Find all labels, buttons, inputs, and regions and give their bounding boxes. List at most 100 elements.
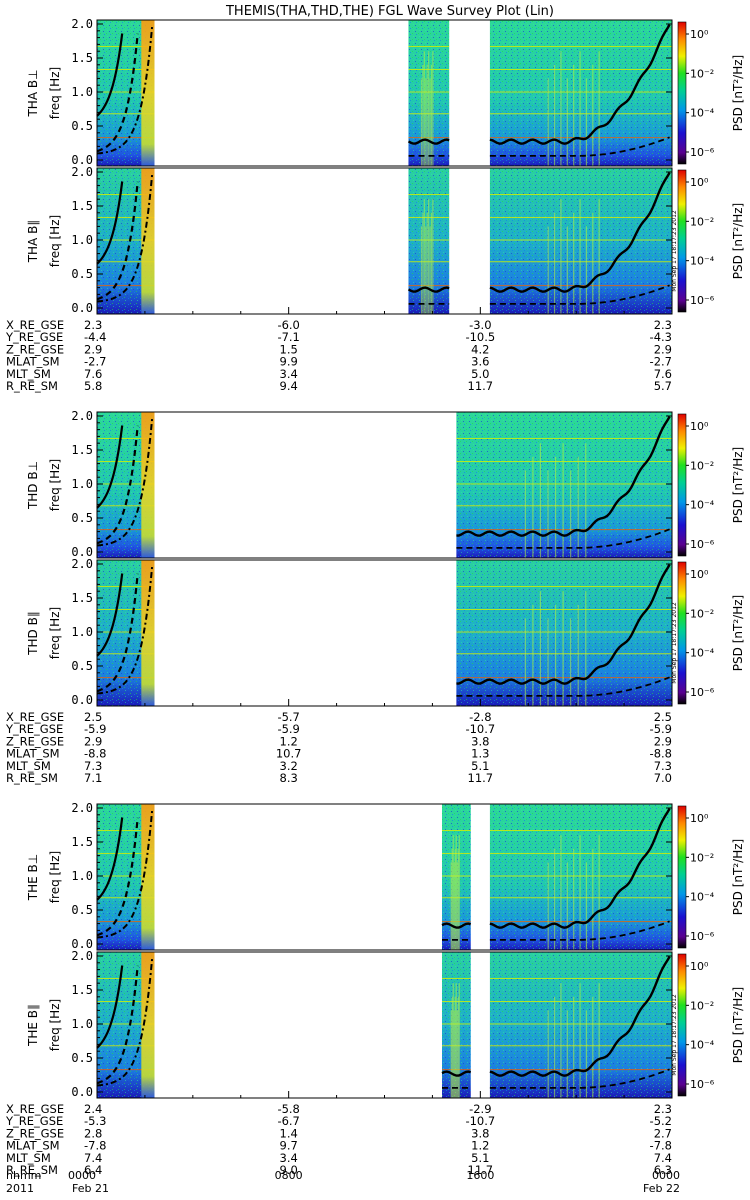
y-tick-label: 0.5 xyxy=(71,267,93,281)
y-tick-label: 0.5 xyxy=(71,1051,93,1065)
x-tick-label: 0000 xyxy=(68,1169,96,1182)
wave-activity-band xyxy=(141,20,155,166)
colorbar-label: PSD [nT²/Hz] xyxy=(731,447,745,523)
ephemeris-value: 9.9 xyxy=(280,355,298,369)
ephemeris-label: Z_RE_GSE xyxy=(6,734,64,748)
panel-label: THA B∥ xyxy=(26,220,40,264)
colorbar-tick-label: 10⁰ xyxy=(690,28,709,41)
ephemeris-label: X_RE_GSE xyxy=(6,710,64,724)
ephemeris-value: 2.9 xyxy=(84,734,102,748)
ephemeris-value: -8.8 xyxy=(84,747,106,761)
ephemeris-value: 1.2 xyxy=(280,734,298,748)
x-ticks-the xyxy=(96,1091,673,1098)
colorbar xyxy=(677,561,687,705)
ephemeris-value: 11.7 xyxy=(468,771,494,785)
ephemeris-value: -6.7 xyxy=(277,1114,299,1128)
ephemeris-value: 2.8 xyxy=(84,1126,102,1140)
ephemeris-value: -7.8 xyxy=(650,1139,672,1153)
ephemeris-value: -5.9 xyxy=(277,722,299,736)
colorbar-tick-label: 10⁻⁴ xyxy=(690,107,715,120)
y-tick-label: 1.0 xyxy=(71,85,93,99)
colorbar-tick-label: 10⁻⁶ xyxy=(690,1078,715,1091)
x-tick-label: 1600 xyxy=(466,1169,494,1182)
ephemeris-value: -5.9 xyxy=(650,722,672,736)
ephemeris-value: 11.7 xyxy=(468,379,494,393)
colorbar-tick-label: 10⁰ xyxy=(690,812,709,825)
ephemeris-value: 2.9 xyxy=(654,734,672,748)
ephemeris-label: X_RE_GSE xyxy=(6,318,64,332)
ephemeris-value: 1.4 xyxy=(280,1126,298,1140)
ephemeris-value: 6.3 xyxy=(654,1163,672,1177)
x-date-label: Feb 22 xyxy=(643,1182,680,1195)
colorbar xyxy=(677,953,687,1097)
ephemeris-label: MLT_SM xyxy=(6,759,51,773)
colorbar-label: PSD [nT²/Hz] xyxy=(731,55,745,131)
panel-frame xyxy=(96,803,673,951)
y-tick-label: 0.0 xyxy=(71,301,93,315)
ephemeris-value: -5.9 xyxy=(84,722,106,736)
ephemeris-label: R_RE_SM xyxy=(6,1163,58,1177)
colorbar-tick-label: 10⁰ xyxy=(690,568,709,581)
colorbar-tick-label: 10⁻⁶ xyxy=(690,686,715,699)
y-tick-label: 0.0 xyxy=(71,693,93,707)
ephemeris-value: 8.3 xyxy=(280,771,298,785)
wave-activity-band xyxy=(141,412,155,558)
colorbar xyxy=(677,169,687,313)
ephemeris-table-tha: X_RE_GSE 2.3 -6.0 -3.0 2.3 Y_RE_GSE -4.4 -7.1 -1… xyxy=(5,318,672,393)
wave-activity-band xyxy=(141,560,155,706)
ephemeris-label: R_RE_SM xyxy=(6,771,58,785)
colorbar-tick-label: 10⁻⁶ xyxy=(690,294,715,307)
cyclotron-frequency-curve xyxy=(489,955,671,1077)
ephemeris-label: X_RE_GSE xyxy=(6,1102,64,1116)
creation-timestamp: Mon Sep 17 18:17:23 2012 xyxy=(671,602,678,684)
ephemeris-value: -5.7 xyxy=(277,710,299,724)
y-tick-label: 1.5 xyxy=(71,51,93,65)
cyclotron-frequency-curve xyxy=(96,573,124,657)
cyclotron-frequency-curve xyxy=(489,920,670,941)
ephemeris-value: -2.8 xyxy=(469,710,491,724)
ephemeris-value: 9.7 xyxy=(280,1139,298,1153)
x-tick-label: 0000 xyxy=(652,1169,680,1182)
ephemeris-value: -8.8 xyxy=(650,747,672,761)
creation-timestamp: Mon Sep 17 18:17:23 2012 xyxy=(671,210,678,292)
colorbar-tick-label: 10⁻⁴ xyxy=(690,1039,715,1052)
colorbar xyxy=(677,413,687,557)
colorbar-tick-label: 10⁰ xyxy=(690,420,709,433)
y-tick-label: 2.0 xyxy=(71,949,93,963)
colorbar-tick-label: 10⁻⁴ xyxy=(690,647,715,660)
panel-label: THA B⊥ xyxy=(26,69,40,117)
y-tick-label: 1.5 xyxy=(71,443,93,457)
ephemeris-value: 7.4 xyxy=(84,1151,102,1165)
panel-frame xyxy=(96,411,673,559)
colorbar-tick-label: 10⁰ xyxy=(690,176,709,189)
colorbar-label: PSD [nT²/Hz] xyxy=(731,203,745,279)
y-axis-label: freq [Hz] xyxy=(48,215,62,267)
ephemeris-value: 7.3 xyxy=(84,759,102,773)
cyclotron-frequency-curve xyxy=(96,965,139,1085)
ephemeris-value: 11.7 xyxy=(468,1163,494,1177)
ephemeris-value: 2.5 xyxy=(84,710,102,724)
y-tick-label: 1.0 xyxy=(71,1017,93,1031)
ephemeris-label: MLAT_SM xyxy=(6,1139,60,1153)
ephemeris-value: 2.3 xyxy=(84,318,102,332)
ephemeris-value: 2.7 xyxy=(654,1126,672,1140)
ephemeris-value: -2.7 xyxy=(84,355,106,369)
probe-groups: 0.0 0.5 1.0 1.5 2.0 freq [Hz] THA B⊥ 10⁰ 10⁻² 10⁻… xyxy=(5,17,745,1177)
x-ticks-thd xyxy=(96,699,673,706)
ephemeris-value: -2.7 xyxy=(650,355,672,369)
y-tick-label: 1.5 xyxy=(71,983,93,997)
colorbar-tick-label: 10⁻² xyxy=(690,607,714,620)
colorbar-tick-label: 10⁻² xyxy=(690,459,714,472)
ephemeris-value: 10.7 xyxy=(276,747,302,761)
ephemeris-value: -10.7 xyxy=(465,722,495,736)
ephemeris-value: 3.8 xyxy=(471,734,489,748)
cyclotron-frequency-curve xyxy=(456,415,671,537)
panel-frame xyxy=(96,19,673,167)
ephemeris-value: 2.3 xyxy=(654,1102,672,1116)
spectrogram-noise xyxy=(489,952,672,1098)
x-tick-label: 0800 xyxy=(275,1169,303,1182)
spectrogram-panel-the-perp: 0.0 0.5 1.0 1.5 2.0 freq [Hz] THE B⊥ 10⁰ 10⁻² 10⁻… xyxy=(26,801,745,951)
y-tick-label: 2.0 xyxy=(71,557,93,571)
ephemeris-label: Y_RE_GSE xyxy=(5,330,63,344)
